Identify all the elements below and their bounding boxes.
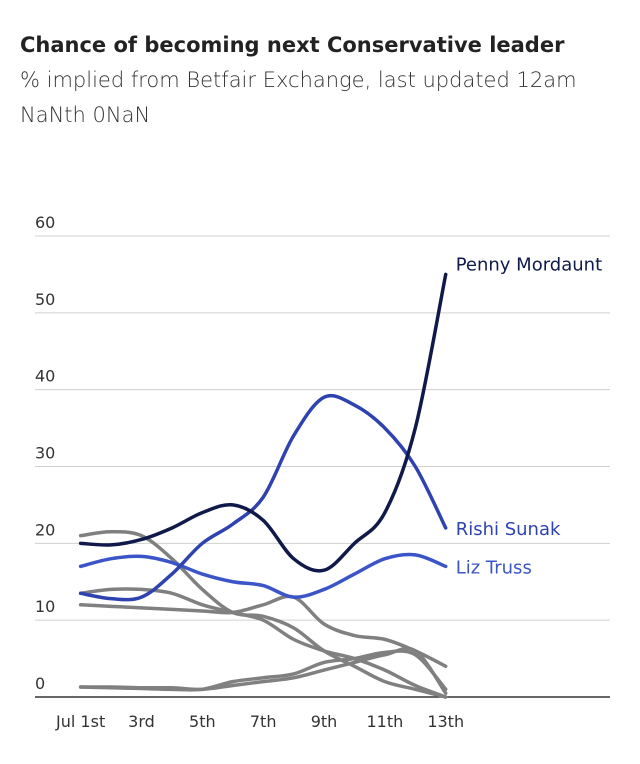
y-tick-label: 20 (35, 520, 55, 539)
x-tick-label: 3rd (128, 712, 155, 731)
series-label: Liz Truss (456, 557, 532, 578)
x-tick-label: 9th (311, 712, 338, 731)
x-tick-label: 13th (427, 712, 464, 731)
series-label: Rishi Sunak (456, 519, 561, 540)
series-line (78, 587, 448, 699)
x-tick-label: 7th (250, 712, 277, 731)
chart-subtitle: NaNth 0NaN (20, 103, 150, 127)
series-line (78, 272, 448, 573)
y-tick-label: 40 (35, 367, 55, 386)
series-label: Penny Mordaunt (456, 254, 602, 275)
x-tick-label: Jul 1st (55, 712, 105, 731)
chart-subtitle: % implied from Betfair Exchange, last up… (20, 68, 577, 92)
series-line (78, 552, 448, 599)
series-line (78, 393, 448, 602)
y-tick-label: 60 (35, 213, 55, 232)
y-tick-label: 10 (35, 597, 55, 616)
y-tick-label: 50 (35, 290, 55, 309)
x-tick-label: 11th (366, 712, 403, 731)
y-tick-label: 0 (35, 674, 45, 693)
series-line (78, 594, 448, 669)
x-tick-label: 5th (189, 712, 216, 731)
y-tick-label: 30 (35, 444, 55, 463)
series-line (78, 646, 448, 695)
chart-title: Chance of becoming next Conservative lea… (20, 33, 565, 57)
series-line (78, 530, 448, 699)
